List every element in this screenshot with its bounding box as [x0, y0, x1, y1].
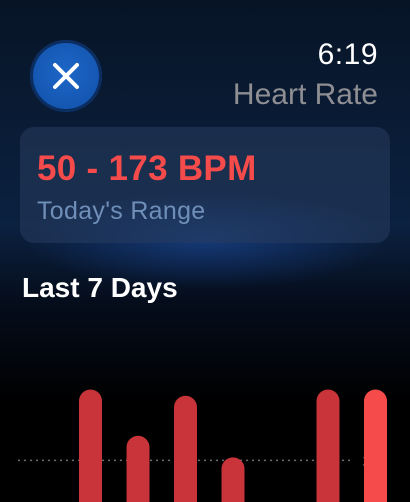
chart-bar-3: [174, 395, 197, 502]
range-value: 50 - 173 BPM: [37, 149, 257, 188]
close-icon: [53, 63, 79, 89]
chart-bar-1: [79, 389, 102, 502]
chart-bar-2: [126, 435, 150, 502]
weekly-heart-rate-chart[interactable]: 150: [0, 340, 410, 502]
section-title: Last 7 Days: [22, 272, 178, 303]
chart-bars: [79, 389, 387, 502]
close-button[interactable]: [30, 40, 102, 112]
todays-range-card[interactable]: 50 - 173 BPM Today's Range: [20, 127, 390, 243]
chart-bar-4: [221, 457, 245, 502]
chart-bar-7: [364, 389, 387, 502]
chart-bar-6: [316, 389, 340, 502]
page-title: Heart Rate: [232, 78, 378, 111]
status-time: 6:19: [317, 38, 378, 71]
range-label: Today's Range: [37, 197, 206, 225]
